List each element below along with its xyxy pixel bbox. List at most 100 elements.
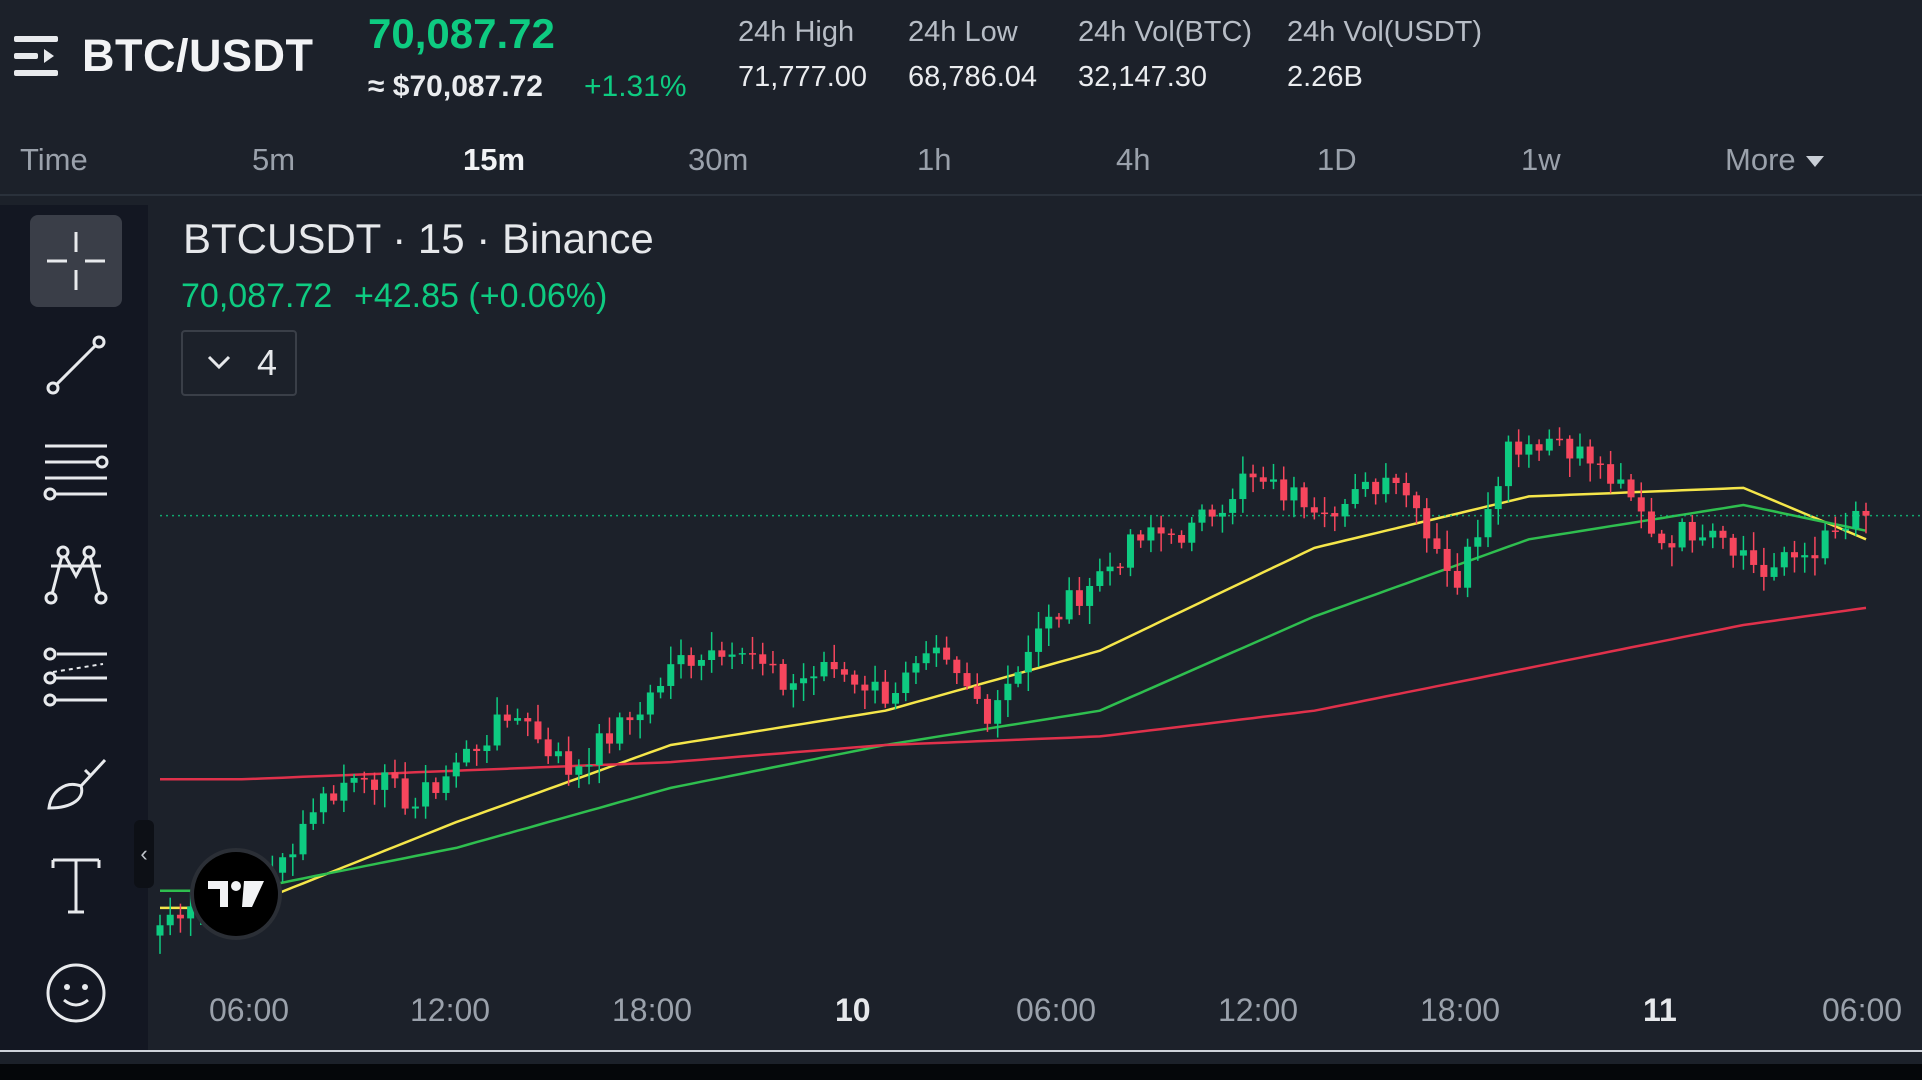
candle-body (1024, 651, 1032, 673)
time-axis-label: 12:00 (410, 992, 491, 1028)
candle-body (779, 663, 787, 690)
candle-body (1545, 438, 1553, 451)
time-axis-label: 06:00 (209, 992, 290, 1028)
brush-tool[interactable] (30, 735, 122, 827)
candle-body (973, 686, 981, 699)
menu-icon[interactable] (14, 34, 60, 78)
fib-retracement-tool[interactable] (30, 631, 122, 723)
candle-body (1494, 486, 1502, 510)
horizontal-lines-icon (43, 444, 109, 501)
candle-body (697, 660, 705, 666)
chart-symbol-title[interactable]: BTCUSDT · 15 · Binance (183, 215, 654, 262)
candle-body (1106, 566, 1114, 572)
candle-body (718, 650, 726, 657)
moving-average-line (160, 606, 1867, 781)
candle-body (1137, 534, 1145, 541)
candle-body (1341, 503, 1349, 517)
candle-body (616, 717, 624, 744)
candle-body (1842, 528, 1850, 531)
tab-30m[interactable]: 30m (688, 142, 749, 177)
candle-body (1790, 552, 1798, 558)
candle-body (953, 659, 961, 674)
candle-body (902, 672, 910, 694)
pair-symbol[interactable]: BTC/USDT (82, 30, 314, 81)
candle-body (156, 925, 164, 936)
candle-body (1821, 530, 1829, 559)
time-axis-label: 06:00 (1822, 992, 1903, 1028)
candle-body (657, 685, 665, 693)
candle-body (1658, 533, 1666, 544)
candle-body (1525, 444, 1533, 455)
candle-body (483, 745, 491, 752)
tab-5m[interactable]: 5m (252, 142, 296, 177)
tab-4h[interactable]: 4h (1116, 142, 1151, 177)
candle-body (1464, 546, 1472, 588)
tab-1w[interactable]: 1w (1521, 142, 1561, 177)
emoji-icon (46, 963, 106, 1023)
candle-body (1801, 555, 1809, 558)
crosshair-tool[interactable] (30, 215, 122, 307)
emoji-tool[interactable] (30, 947, 122, 1039)
price-chart[interactable] (150, 205, 1922, 1050)
candle-body (514, 718, 522, 721)
chart-last-price: 70,087.72 (181, 277, 333, 315)
candle-body (1126, 534, 1134, 568)
candle-body (503, 714, 511, 721)
candle-body (1750, 550, 1758, 565)
candle-body (309, 812, 317, 824)
stat-value: 71,777.00 (738, 61, 868, 93)
last-price: 70,087.72 (368, 10, 555, 57)
tab-1d[interactable]: 1D (1317, 142, 1357, 177)
collapse-toolbar-button[interactable]: ‹ (134, 820, 154, 888)
candle-body (1627, 479, 1635, 498)
stat-label: 24h Vol(BTC) (1078, 16, 1253, 48)
horizontal-lines-tool[interactable] (30, 423, 122, 515)
candle-body (1474, 537, 1482, 547)
candle-body (1566, 438, 1574, 459)
candle-body (1852, 510, 1860, 529)
candle-body (646, 692, 654, 715)
text-tool[interactable] (30, 839, 122, 931)
time-axis-label: 18:00 (1420, 992, 1501, 1028)
candle-body (1576, 446, 1584, 459)
candle-body (319, 793, 327, 813)
candle-body (176, 914, 184, 919)
candle-body (442, 776, 450, 793)
candle-body (554, 751, 562, 757)
candle-body (1678, 521, 1686, 548)
candle-body (1218, 512, 1226, 517)
stat-label: 24h Vol(USDT) (1287, 16, 1483, 48)
divider (0, 1050, 1922, 1052)
candle-body (1443, 548, 1451, 571)
stat-label: 24h Low (908, 16, 1018, 48)
candle-body (391, 772, 399, 779)
usd-price: ≈ $70,087.72 (368, 70, 543, 103)
candle-body (422, 782, 430, 807)
tradingview-logo[interactable] (190, 848, 282, 940)
tab-1h[interactable]: 1h (917, 142, 952, 177)
trend-line-tool[interactable] (30, 319, 122, 411)
stat-value: 2.26B (1287, 61, 1363, 93)
candle-body (401, 778, 409, 809)
indicators-toggle[interactable]: 4 (181, 330, 297, 396)
candle-body (1239, 473, 1247, 500)
candle-body (605, 733, 613, 744)
candle-body (1157, 527, 1165, 534)
candle-body (534, 721, 542, 740)
tab-time[interactable]: Time (20, 142, 88, 177)
candle-body (1147, 527, 1155, 541)
candle-body (1075, 590, 1083, 606)
crosshair-icon (47, 232, 105, 290)
candle-body (1423, 508, 1431, 539)
candle-body (1065, 590, 1073, 620)
candle-body (1116, 566, 1124, 569)
candle-body (922, 653, 930, 664)
candle-body (677, 655, 685, 665)
candle-body (1096, 571, 1104, 586)
tab-15m[interactable]: 15m (463, 142, 526, 177)
candle-body (1484, 509, 1492, 538)
pattern-tool[interactable] (30, 527, 122, 619)
stat-value: 68,786.04 (908, 61, 1038, 93)
candle-body (994, 700, 1002, 724)
tab-more[interactable]: More (1725, 142, 1824, 178)
